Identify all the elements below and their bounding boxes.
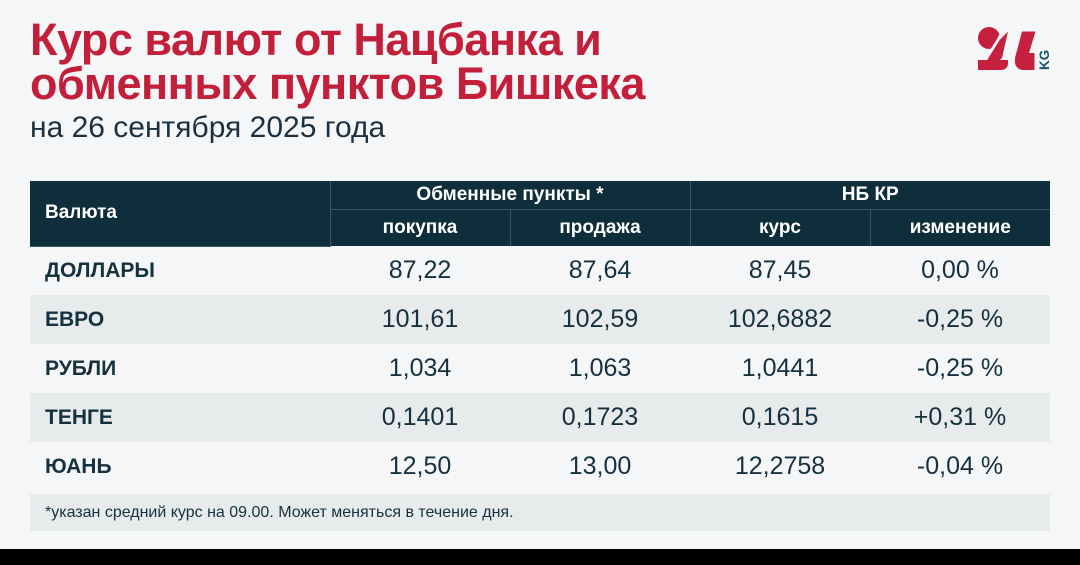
svg-text:KG: KG bbox=[1037, 50, 1051, 70]
